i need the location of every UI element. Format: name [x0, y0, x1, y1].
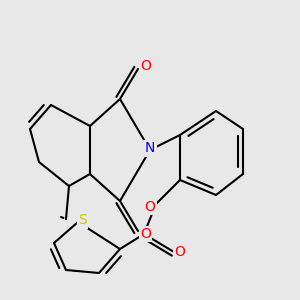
- Text: O: O: [145, 200, 155, 214]
- Text: O: O: [175, 245, 185, 259]
- Text: O: O: [140, 59, 151, 73]
- Text: O: O: [140, 227, 151, 241]
- Text: S: S: [78, 214, 87, 227]
- Text: N: N: [145, 142, 155, 155]
